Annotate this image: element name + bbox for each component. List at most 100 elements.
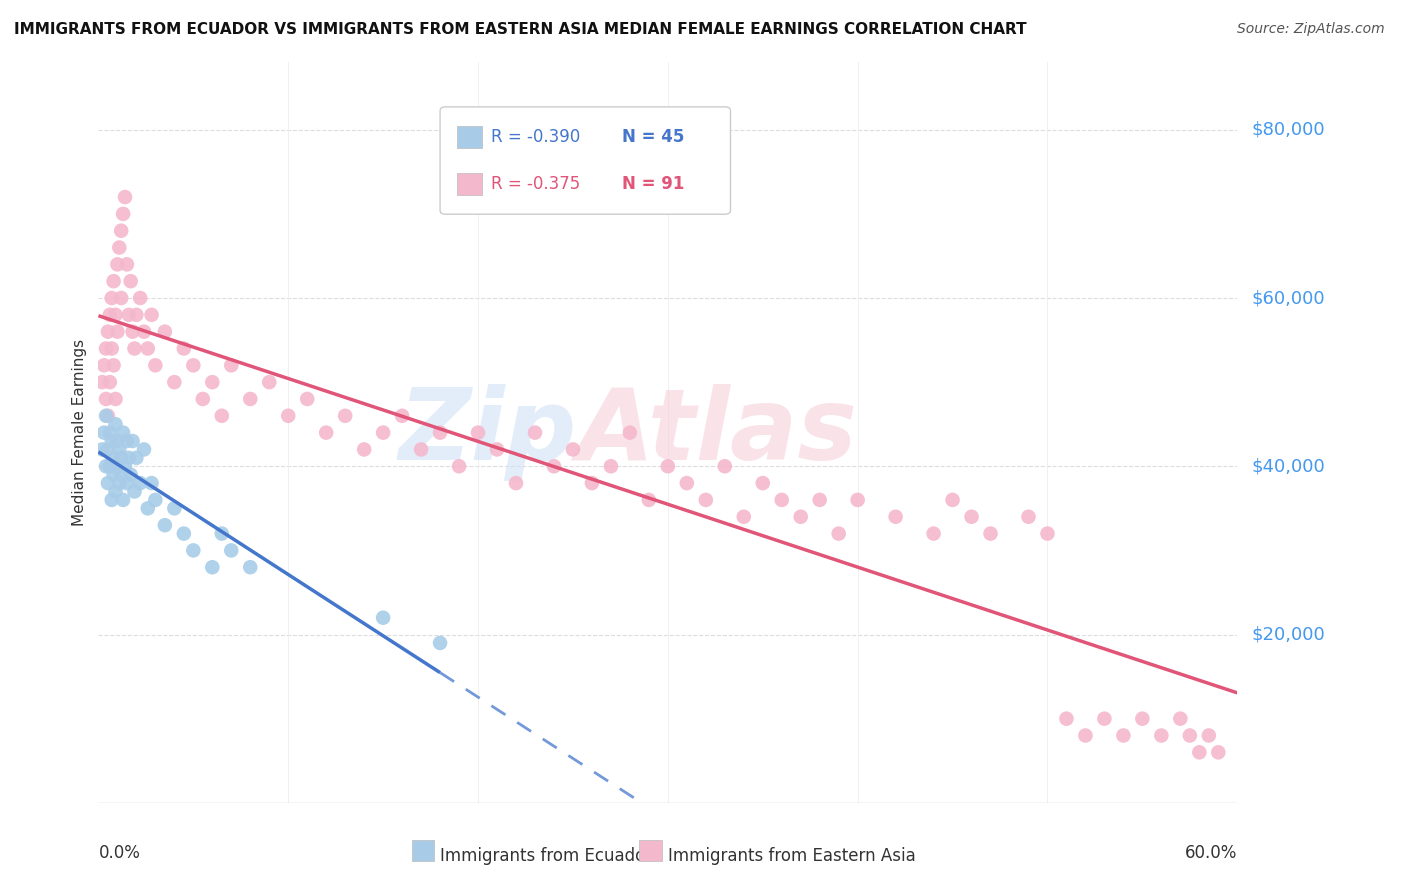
Point [846,492,869,507]
Point [100,434,122,448]
Point [429,425,451,440]
Point [201,560,224,574]
Point [132,325,155,339]
Text: Source: ZipAtlas.com: Source: ZipAtlas.com [1237,22,1385,37]
Point [183,359,205,373]
Point [132,442,155,457]
Point [790,509,813,524]
Point [1178,729,1201,743]
Text: Immigrants from Ecuador: Immigrants from Ecuador [440,847,652,865]
Point [429,636,451,650]
Point [124,484,146,499]
Point [371,610,394,624]
Point [141,308,163,322]
Point [108,240,131,255]
Point [173,342,195,356]
Point [120,467,142,482]
Point [153,518,176,533]
Point [163,375,186,389]
Point [191,392,214,406]
Point [94,342,117,356]
Point [94,409,117,423]
Point [449,459,471,474]
Point [103,274,125,288]
Point [108,442,131,457]
Point [110,450,132,465]
Point [98,425,121,440]
Point [112,492,135,507]
Text: 0.0%: 0.0% [98,844,141,862]
Point [163,501,186,516]
Point [922,526,945,541]
Point [221,359,243,373]
Point [1112,729,1135,743]
Point [960,509,983,524]
Point [112,425,135,440]
Point [183,543,205,558]
Point [335,409,357,423]
Point [1188,745,1211,759]
Point [145,492,167,507]
Text: Zip: Zip [398,384,576,481]
Point [107,459,129,474]
Point [239,392,262,406]
Point [153,325,176,339]
Point [120,274,142,288]
Point [979,526,1001,541]
Point [353,442,375,457]
Point [211,526,233,541]
Point [115,476,138,491]
Point [103,359,125,373]
Point [315,425,337,440]
Point [110,291,132,305]
Point [125,308,148,322]
Point [221,543,243,558]
Point [543,459,565,474]
Point [638,492,661,507]
Text: Immigrants from Eastern Asia: Immigrants from Eastern Asia [668,847,915,865]
Point [297,392,319,406]
FancyBboxPatch shape [640,840,662,861]
Point [1132,712,1154,726]
Point [211,409,233,423]
Point [91,375,114,389]
Point [714,459,737,474]
Text: 60.0%: 60.0% [1185,844,1237,862]
Text: $60,000: $60,000 [1251,289,1324,307]
Point [115,434,138,448]
Text: R = -0.390: R = -0.390 [491,128,581,146]
Point [103,450,125,465]
Point [1056,712,1078,726]
Text: Atlas: Atlas [576,384,858,481]
Point [118,308,141,322]
Point [129,476,152,491]
Point [108,476,131,491]
Point [104,417,127,432]
Point [94,459,117,474]
Point [91,442,114,457]
Point [1094,712,1116,726]
FancyBboxPatch shape [457,126,482,148]
Point [125,450,148,465]
Point [733,509,755,524]
Point [98,308,121,322]
Text: $40,000: $40,000 [1251,458,1324,475]
Point [942,492,965,507]
Point [145,359,167,373]
Point [581,476,603,491]
Point [97,442,120,457]
Point [107,257,129,271]
Point [467,425,489,440]
Point [486,442,509,457]
Point [100,492,122,507]
Point [770,492,793,507]
Y-axis label: Median Female Earnings: Median Female Earnings [72,339,87,526]
Point [173,526,195,541]
Point [98,375,121,389]
Point [112,207,135,221]
Point [136,342,159,356]
Point [129,291,152,305]
Point [114,459,136,474]
FancyBboxPatch shape [440,107,731,214]
Point [118,450,141,465]
